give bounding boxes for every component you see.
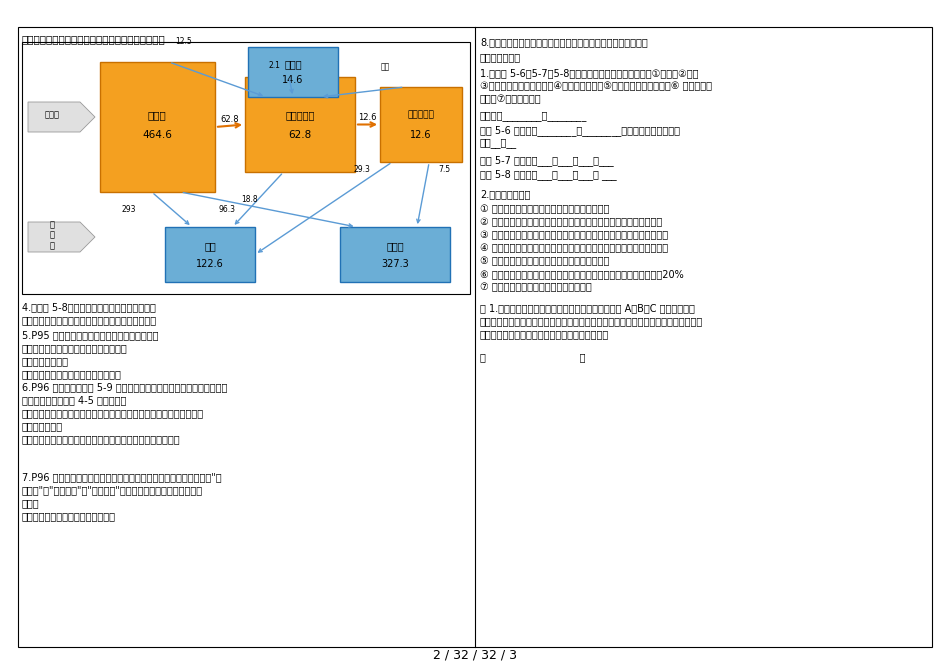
Text: 的能量⑦未利用的能量: 的能量⑦未利用的能量	[480, 94, 542, 104]
Text: 据图 5-7 同化量＝___＋___、___、___: 据图 5-7 同化量＝___＋___、___、___	[480, 155, 614, 166]
Bar	[340, 227, 450, 282]
Text: ⑥ 一种蜣螂专以大象粪便为食，那么它最多能获取大象所同化能量的20%: ⑥ 一种蜣螂专以大象粪便为食，那么它最多能获取大象所同化能量的20%	[480, 269, 684, 279]
Text: 4.分析图 5-8，说出图中流经该生态系统的总能: 4.分析图 5-8，说出图中流经该生态系统的总能	[22, 302, 156, 312]
Text: 据图 5-6 同化量＝________＋________用于生长发育繁殖的能: 据图 5-6 同化量＝________＋________用于生长发育繁殖的能	[480, 125, 680, 136]
Text: 量、植食性动物、肉食性动物的同化量分别为多少？: 量、植食性动物、肉食性动物的同化量分别为多少？	[22, 315, 157, 325]
Text: 能量流动的原因？不能循环流动的原因？: 能量流动的原因？不能循环流动的原因？	[22, 343, 127, 353]
Text: 太阳能: 太阳能	[45, 110, 60, 120]
Text: 营养级之间能量传递效率大约是多少？: 营养级之间能量传递效率大约是多少？	[22, 369, 122, 379]
Text: 1.结合图 5-6、5-7、5-8，用等式形式表示以下的关系。①同化量②粪便: 1.结合图 5-6、5-7、5-8，用等式形式表示以下的关系。①同化量②粪便	[480, 68, 698, 78]
Text: 18.8: 18.8	[241, 196, 258, 204]
Text: 2.判断说法正误：: 2.判断说法正误：	[480, 189, 530, 199]
Text: 例 1.以下图甲是某湖泊生态系统能量流动图解，图中 A、B、C 代表三个营养: 例 1.以下图甲是某湖泊生态系统能量流动图解，图中 A、B、C 代表三个营养	[480, 303, 694, 313]
Text: 假设将能量金字塔中的所有生物以捕食关系连接起来，可构成一条食物: 假设将能量金字塔中的所有生物以捕食关系连接起来，可构成一条食物	[22, 408, 204, 418]
Text: 结合知识点，比拟能量金字塔、数量金字塔、生物量金字塔。: 结合知识点，比拟能量金字塔、数量金字塔、生物量金字塔。	[22, 434, 180, 444]
Text: 肉食性动物: 肉食性动物	[408, 110, 434, 120]
Text: 未
固
定: 未 固 定	[49, 220, 54, 250]
Text: 14.6: 14.6	[282, 75, 304, 85]
Text: 293: 293	[122, 206, 136, 214]
Text: 基鱼塘"、"合理放牧"、"稻田除草"分别表达了研究能量流动的那个: 基鱼塘"、"合理放牧"、"稻田除草"分别表达了研究能量流动的那个	[22, 485, 203, 495]
Bar	[248, 47, 338, 97]
Text: ③用于生长发育繁殖的能量④呼吸散失的能量⑤流向下一营养级的能量⑥ 流向分解者: ③用于生长发育繁殖的能量④呼吸散失的能量⑤流向下一营养级的能量⑥ 流向分解者	[480, 81, 712, 91]
Text: 8.列表比拟生态系统的能量流动、物质循环、信息传递的异同。: 8.列表比拟生态系统的能量流动、物质循环、信息传递的异同。	[480, 37, 648, 47]
Text: 12.6: 12.6	[358, 113, 376, 122]
Text: 122.6: 122.6	[196, 259, 224, 269]
Text: 级，数字均为实际测得的能量数，单位为百万千焦。图乙表示该生态系统中能量流经第: 级，数字均为实际测得的能量数，单位为百万千焦。图乙表示该生态系统中能量流经第	[480, 316, 703, 326]
Text: 二营养级的示意图。以下表达不正确的选项是（）: 二营养级的示意图。以下表达不正确的选项是（）	[480, 329, 609, 339]
Text: 量＝__＋__: 量＝__＋__	[480, 138, 517, 148]
Text: 5.P95 最后两段识记生态系统能量流动的特点？: 5.P95 最后两段识记生态系统能量流动的特点？	[22, 330, 159, 340]
Text: 统营养级一般不超过 4-5 个的原因。: 统营养级一般不超过 4-5 个的原因。	[22, 395, 126, 405]
Text: 7.5: 7.5	[438, 165, 450, 175]
Text: 链还是食物网？: 链还是食物网？	[22, 421, 63, 431]
Bar	[165, 227, 255, 282]
Text: ② 初级消费者用于生长发育和繁殖的能量等于次级消费者同化的能量: ② 初级消费者用于生长发育和繁殖的能量等于次级消费者同化的能量	[480, 217, 662, 227]
Text: 呼吸: 呼吸	[204, 241, 216, 251]
Text: 甲                              乙: 甲 乙	[480, 352, 585, 362]
Text: 2 / 32 / 32 / 3: 2 / 32 / 32 / 3	[433, 649, 517, 662]
Text: 摄入量＝________＋________: 摄入量＝________＋________	[480, 111, 587, 121]
Text: 生产者: 生产者	[147, 110, 166, 120]
Text: 分析最高营养级于其他营养级在能量去路上的不同？: 分析最高营养级于其他营养级在能量去路上的不同？	[22, 34, 165, 44]
Text: 意义？: 意义？	[22, 498, 40, 508]
Bar	[22, 42, 470, 294]
Text: 327.3: 327.3	[381, 259, 408, 269]
Text: 62.8: 62.8	[289, 130, 312, 140]
Text: 微量: 微量	[380, 62, 389, 71]
Text: 逐级递减的原因？: 逐级递减的原因？	[22, 356, 69, 366]
Text: ④ 分解者分解动物遗体释放出来的能量，可供绿色植物同化作用再利用: ④ 分解者分解动物遗体释放出来的能量，可供绿色植物同化作用再利用	[480, 243, 668, 253]
Text: 62.8: 62.8	[220, 116, 239, 124]
Text: 12.5: 12.5	[176, 38, 192, 46]
Text: 29.3: 29.3	[353, 165, 370, 175]
Text: 植食性动物: 植食性动物	[285, 110, 314, 120]
Text: 桑基鱼塘能否提高能量的传递效率。: 桑基鱼塘能否提高能量的传递效率。	[22, 511, 116, 521]
Polygon shape	[28, 102, 95, 132]
Text: 2.1: 2.1	[268, 60, 280, 69]
Polygon shape	[28, 222, 95, 252]
Text: 12.6: 12.6	[410, 130, 431, 140]
Text: 464.6: 464.6	[142, 130, 172, 140]
Text: ⑦ 生物同化量是指该营养级储存的总能量: ⑦ 生物同化量是指该营养级储存的总能量	[480, 282, 592, 292]
Text: 6.P96 第二段，结合图 5-9 勾画能量金字塔的概念和特点，说出生态系: 6.P96 第二段，结合图 5-9 勾画能量金字塔的概念和特点，说出生态系	[22, 382, 227, 392]
Text: ① 流入下一营养级的能量即该营养级摄入的能量: ① 流入下一营养级的能量即该营养级摄入的能量	[480, 204, 609, 214]
Bar	[380, 87, 462, 162]
Bar	[245, 77, 355, 172]
Text: 据图 5-8 同化量＝___＋___＋___＋ ___: 据图 5-8 同化量＝___＋___＋___＋ ___	[480, 169, 617, 180]
Text: ⑤ 呼吸代谢产生的能量大局部用于各项生命活动: ⑤ 呼吸代谢产生的能量大局部用于各项生命活动	[480, 256, 609, 266]
Text: 分解者: 分解者	[284, 59, 302, 69]
Text: 96.3: 96.3	[218, 206, 236, 214]
Text: 未利用: 未利用	[387, 241, 404, 251]
Text: 7.P96 最后两段文字，勾画研究生态系统能量流动的两个意义，识记"桑: 7.P96 最后两段文字，勾画研究生态系统能量流动的两个意义，识记"桑	[22, 472, 221, 482]
Text: 【重难点突破】: 【重难点突破】	[480, 52, 522, 62]
Bar	[100, 62, 215, 192]
Text: ③ 初级消费者将用于生长发育和繁殖的能量的一局部用于呼吸作用消耗: ③ 初级消费者将用于生长发育和繁殖的能量的一局部用于呼吸作用消耗	[480, 230, 668, 240]
